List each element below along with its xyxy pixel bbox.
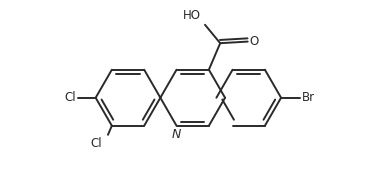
Text: N: N [172,128,181,141]
Text: Cl: Cl [65,91,76,104]
Text: HO: HO [183,9,201,22]
Text: O: O [250,35,259,48]
Text: Br: Br [302,91,315,104]
Text: Cl: Cl [90,137,102,150]
